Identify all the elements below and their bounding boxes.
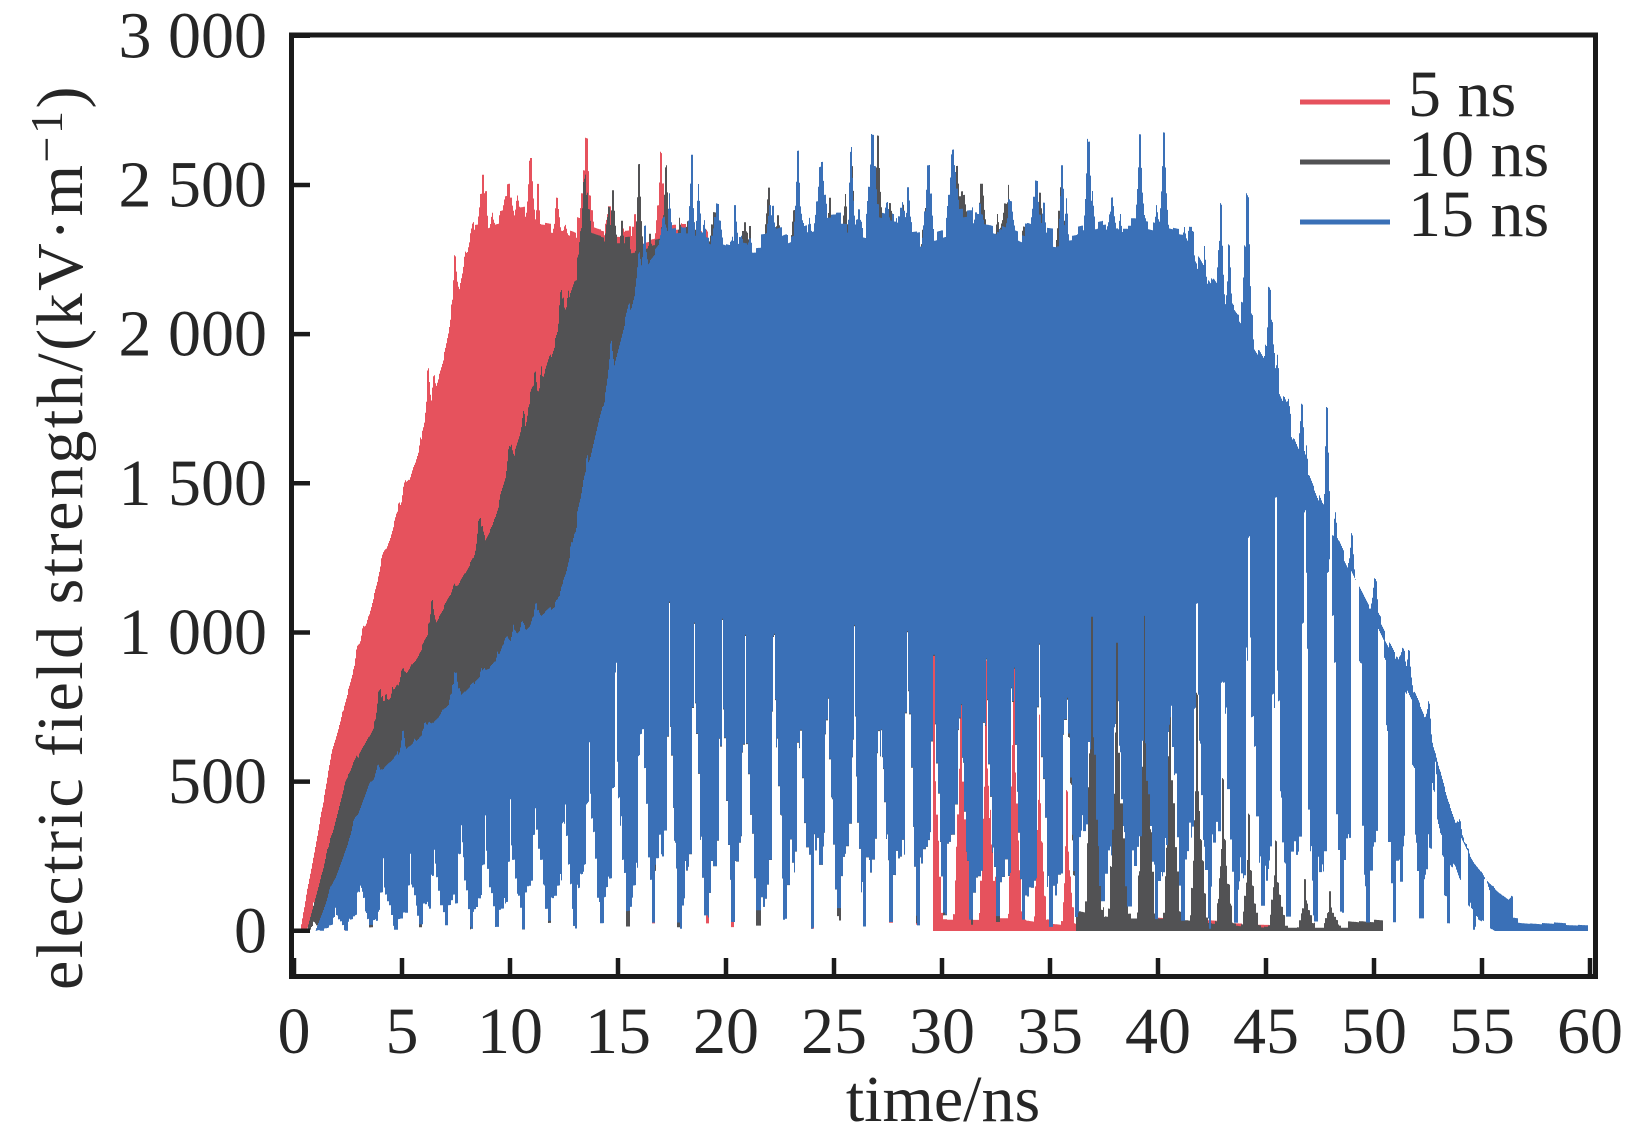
svg-text:50: 50 — [1341, 995, 1407, 1068]
svg-text:5 ns: 5 ns — [1408, 58, 1516, 131]
svg-text:20: 20 — [693, 995, 759, 1068]
svg-text:25: 25 — [801, 995, 867, 1068]
svg-text:3 000: 3 000 — [119, 0, 268, 72]
svg-text:35: 35 — [1017, 995, 1083, 1068]
svg-text:500: 500 — [168, 745, 267, 818]
svg-text:15: 15 — [585, 995, 651, 1068]
svg-text:30: 30 — [909, 995, 975, 1068]
svg-text:0: 0 — [278, 995, 311, 1068]
svg-text:45: 45 — [1233, 995, 1299, 1068]
svg-text:1 500: 1 500 — [119, 447, 268, 520]
svg-text:5: 5 — [386, 995, 419, 1068]
svg-text:55: 55 — [1449, 995, 1515, 1068]
svg-text:40: 40 — [1125, 995, 1191, 1068]
svg-text:2 000: 2 000 — [119, 298, 268, 371]
svg-text:15 ns: 15 ns — [1408, 178, 1549, 251]
svg-text:10: 10 — [477, 995, 543, 1068]
svg-text:time/ns: time/ns — [846, 1063, 1040, 1136]
svg-text:1 000: 1 000 — [119, 596, 268, 669]
svg-text:2 500: 2 500 — [119, 149, 268, 222]
svg-text:electric field strength/(kV·m−: electric field strength/(kV·m−1) — [21, 84, 97, 990]
svg-text:0: 0 — [234, 894, 267, 967]
svg-text:10 ns: 10 ns — [1408, 118, 1549, 191]
svg-text:60: 60 — [1557, 995, 1623, 1068]
